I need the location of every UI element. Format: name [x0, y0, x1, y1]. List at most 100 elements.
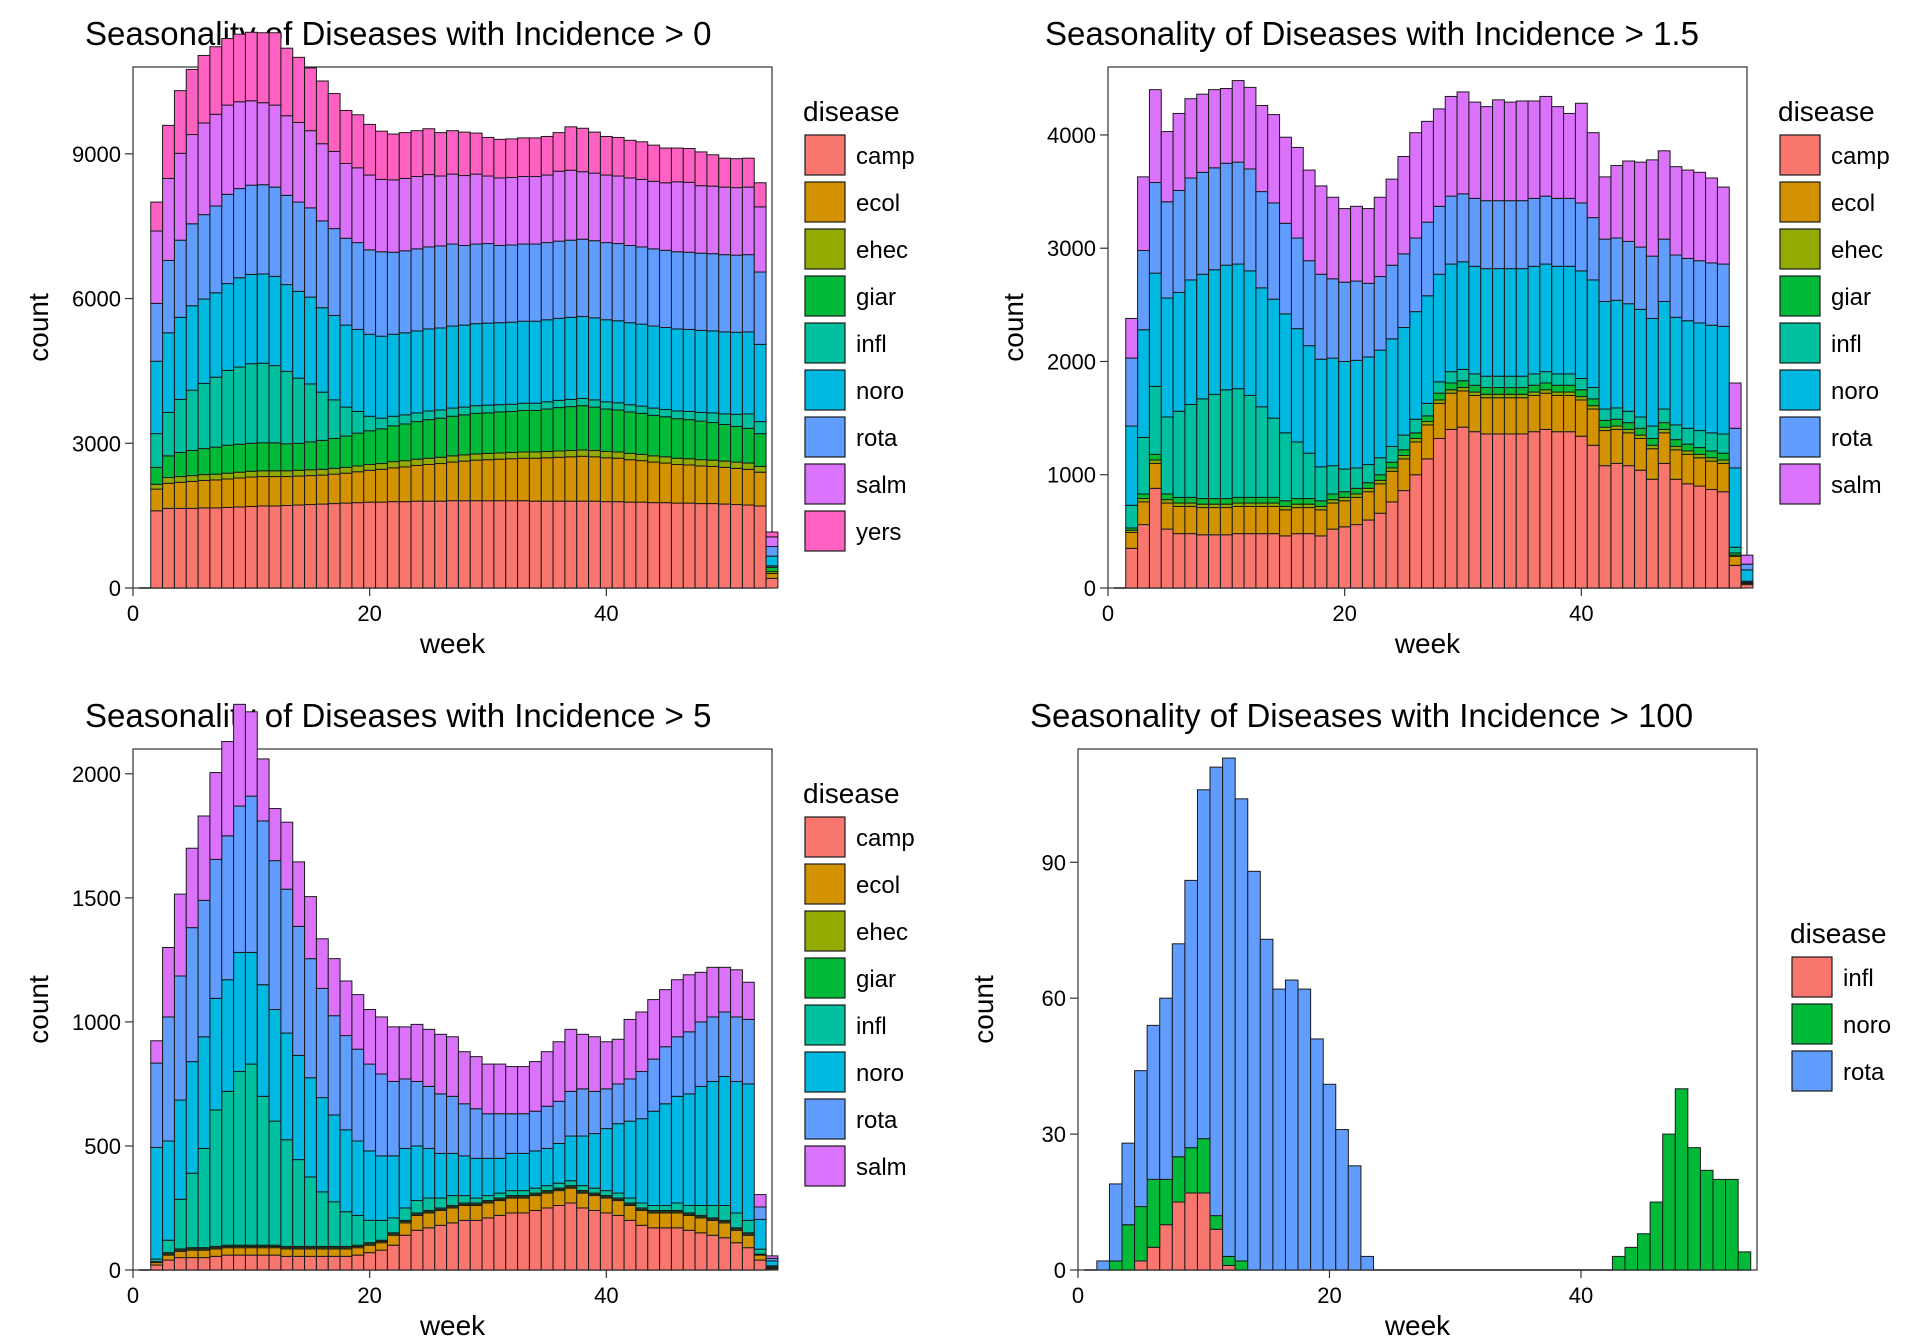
- bar-giar-week-34: [528, 409, 542, 453]
- bar-rota-week-2: [150, 1062, 164, 1148]
- bar-ehec-week-44: [647, 455, 661, 463]
- bar-giar-week-16: [1290, 498, 1304, 505]
- bar-ecol-week-51: [730, 1229, 743, 1244]
- bar-giar-week-5: [185, 450, 199, 477]
- bar-camp-week-51: [1705, 488, 1718, 589]
- bar-salm-week-13: [280, 821, 294, 890]
- bar-camp-week-36: [1527, 431, 1541, 589]
- bar-salm-week-16: [1290, 146, 1304, 239]
- y-tick-label: 2000: [1047, 349, 1096, 374]
- bar-camp-week-35: [540, 500, 554, 589]
- bar-infl-week-5: [185, 1172, 199, 1249]
- bar-yers-week-48: [694, 151, 708, 187]
- bar-rota-week-20: [1338, 281, 1352, 362]
- bar-infl-week-14: [292, 1159, 306, 1247]
- legend-label-giar: giar: [856, 284, 896, 311]
- y-tick-label: 60: [1042, 986, 1066, 1011]
- bar-camp-week-52: [741, 504, 755, 589]
- bar-ecol-week-9: [233, 1247, 246, 1256]
- bar-infl-week-19: [351, 1214, 365, 1246]
- bar-ecol-week-52: [741, 1234, 755, 1249]
- bar-camp-week-41: [1586, 444, 1600, 589]
- bar-salm-week-6: [197, 815, 211, 901]
- bar-camp-week-45: [659, 1227, 672, 1271]
- bar-rota-week-26: [1409, 237, 1423, 313]
- bar-noro-week-16: [1290, 328, 1304, 443]
- bar-camp-week-20: [363, 501, 377, 589]
- bar-infl-week-48: [694, 1204, 708, 1216]
- bar-noro-week-53: [1737, 1251, 1752, 1271]
- bar-rota-week-52: [741, 1018, 755, 1085]
- bar-rota-week-42: [1598, 238, 1612, 302]
- bar-yers-week-46: [670, 147, 684, 183]
- bar-ehec-week-50: [1693, 453, 1707, 459]
- bar-rota-week-39: [1563, 197, 1576, 267]
- bar-salm-week-32: [1480, 106, 1494, 202]
- bar-ecol-week-32: [505, 458, 519, 502]
- y-tick-label: 1500: [72, 886, 121, 911]
- bar-rota-week-2: [1096, 1260, 1110, 1271]
- bar-salm-week-37: [564, 169, 578, 241]
- bar-noro-week-41: [1586, 279, 1600, 389]
- bar-giar-week-20: [363, 430, 377, 466]
- bar-rota-week-53: [1728, 427, 1742, 469]
- bar-noro-week-48: [694, 1085, 708, 1206]
- bar-noro-week-12: [1222, 1255, 1236, 1266]
- bar-salm-week-3: [162, 177, 175, 261]
- bar-camp-week-30: [481, 500, 495, 589]
- bar-ecol-week-41: [611, 457, 625, 503]
- bar-infl-week-17: [327, 1201, 341, 1247]
- legend-key-rota: [1791, 1050, 1833, 1092]
- bar-rota-week-40: [1574, 202, 1588, 272]
- bar-giar-week-29: [1444, 382, 1458, 391]
- bar-infl-week-45: [659, 1204, 672, 1211]
- bar-noro-week-49: [706, 330, 720, 414]
- bar-infl-week-10: [1196, 1192, 1211, 1271]
- bar-infl-week-44: [1622, 410, 1636, 424]
- bar-infl-week-25: [1397, 434, 1411, 451]
- bar-noro-week-6: [197, 1036, 211, 1149]
- bar-ecol-week-44: [1622, 432, 1636, 467]
- bar-ecol-week-19: [351, 471, 365, 504]
- bar-infl-week-51: [730, 413, 743, 427]
- bar-noro-week-2: [150, 1146, 164, 1260]
- bar-noro-week-37: [564, 1135, 578, 1182]
- bar-ehec-week-36: [552, 450, 566, 458]
- bar-infl-week-43: [635, 1202, 649, 1209]
- bar-ecol-week-17: [1302, 507, 1316, 535]
- bar-giar-week-6: [197, 448, 211, 476]
- bar-noro-week-19: [1326, 357, 1340, 467]
- bar-ehec-week-14: [292, 469, 306, 477]
- legend-key-infl: [1779, 322, 1821, 364]
- bar-salm-week-7: [209, 113, 223, 207]
- bar-infl-week-15: [304, 383, 317, 443]
- legend-label-camp: camp: [1831, 143, 1890, 170]
- bar-noro-week-14: [1267, 298, 1281, 419]
- bar-ecol-week-23: [1373, 483, 1387, 514]
- bar-camp-week-3: [162, 1259, 175, 1271]
- bar-salm-week-6: [197, 122, 211, 216]
- bar-rota-week-7: [209, 858, 223, 999]
- bar-salm-week-41: [1586, 132, 1600, 219]
- bar-ehec-week-4: [173, 476, 187, 483]
- bar-rota-week-37: [1539, 195, 1553, 265]
- legend-key-rota: [804, 416, 846, 458]
- legend-key-ehec: [1779, 228, 1821, 270]
- bar-noro-week-33: [1492, 268, 1505, 377]
- bar-yers-week-33: [517, 137, 530, 178]
- bar-noro-week-12: [1243, 270, 1257, 396]
- bar-ecol-week-2: [1125, 532, 1139, 549]
- bar-noro-week-29: [469, 323, 483, 407]
- bar-ecol-week-42: [623, 1204, 637, 1221]
- bar-salm-week-4: [173, 152, 187, 241]
- bar-ecol-week-31: [1468, 394, 1482, 433]
- bar-ehec-week-44: [1622, 428, 1636, 434]
- bar-salm-week-11: [1231, 80, 1245, 163]
- bar-ecol-week-25: [1397, 458, 1411, 492]
- bar-ecol-week-21: [375, 468, 388, 503]
- y-tick-label: 30: [1042, 1122, 1066, 1147]
- bar-noro-week-47: [682, 328, 696, 412]
- bar-ehec-week-31: [1468, 391, 1482, 396]
- bar-yers-week-2: [150, 201, 164, 232]
- bar-noro-week-41: [611, 320, 625, 404]
